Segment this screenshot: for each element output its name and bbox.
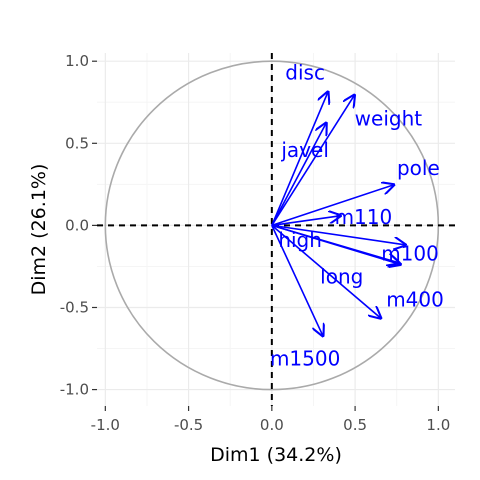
label-m100: m100 [381, 241, 439, 265]
arrow-m400 [271, 224, 382, 319]
minor-grid [97, 53, 455, 406]
arrow-m110 [271, 216, 342, 227]
y-tick-label: 0.0 [65, 216, 89, 234]
x-tick-label: 0.5 [343, 416, 367, 434]
label-disc: disc [285, 61, 325, 85]
y-tick-label: 0.5 [65, 134, 89, 152]
arrow-m100 [271, 224, 407, 245]
arrow-m1500 [271, 225, 324, 337]
x-axis: -1.0 -0.5 0.0 0.5 1.0 [91, 406, 450, 434]
y-tick-label: -1.0 [60, 381, 89, 399]
x-tick-label: 0.0 [260, 416, 284, 434]
x-tick-label: -0.5 [174, 416, 203, 434]
arrow-weight [271, 94, 355, 226]
y-axis: -1.0 -0.5 0.0 0.5 1.0 [60, 52, 97, 399]
x-axis-title: Dim1 (34.2%) [210, 444, 342, 466]
label-m110: m110 [335, 205, 393, 229]
arrow-javel [271, 122, 327, 226]
arrow-disc [271, 91, 329, 226]
label-m400: m400 [386, 287, 444, 311]
x-tick-label: -1.0 [91, 416, 120, 434]
y-axis-title: Dim2 (26.1%) [28, 164, 50, 296]
label-high: high [278, 228, 322, 252]
variable-labels: disc weight javel pole m110 m100 high long m400 m… [270, 61, 444, 371]
label-long: long [320, 264, 363, 288]
label-m1500: m1500 [270, 346, 340, 370]
x-tick-label: 1.0 [426, 416, 450, 434]
label-weight: weight [355, 107, 423, 131]
y-tick-label: 1.0 [65, 52, 89, 70]
arrow-long [271, 224, 400, 263]
label-javel: javel [280, 138, 329, 162]
arrow-pole [271, 184, 395, 227]
y-tick-label: -0.5 [60, 298, 89, 316]
variable-arrows [271, 91, 407, 337]
label-pole: pole [397, 156, 440, 180]
